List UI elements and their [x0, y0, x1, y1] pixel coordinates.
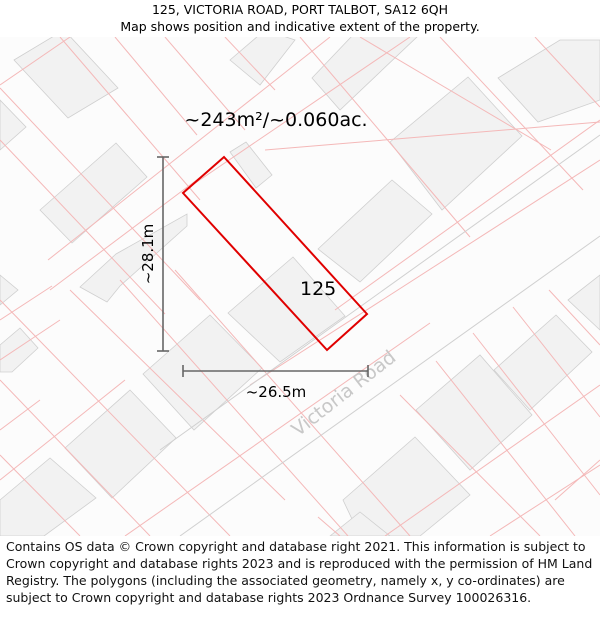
- attribution-text: Contains OS data © Crown copyright and d…: [6, 539, 593, 605]
- plot-number-label: 125: [300, 278, 336, 300]
- property-boundary[interactable]: [181, 155, 369, 352]
- area-label: ~243m²/~0.060ac.: [184, 109, 367, 131]
- width-label: ~26.5m: [246, 383, 307, 401]
- property-map[interactable]: Victoria Road ~243m²/~0.060ac. 125 ~28.1…: [0, 37, 600, 536]
- height-label: ~28.1m: [139, 224, 157, 285]
- map-caption: Map shows position and indicative extent…: [120, 19, 480, 34]
- height-scale-bar: [157, 156, 169, 352]
- property-address: 125, VICTORIA ROAD, PORT TALBOT, SA12 6Q…: [151, 2, 449, 17]
- map-header: 125, VICTORIA ROAD, PORT TALBOT, SA12 6Q…: [0, 0, 600, 38]
- road-edges: [159, 134, 600, 536]
- width-scale-bar: [182, 365, 369, 377]
- parcel-boundaries: [0, 37, 600, 536]
- buildings: [0, 37, 600, 536]
